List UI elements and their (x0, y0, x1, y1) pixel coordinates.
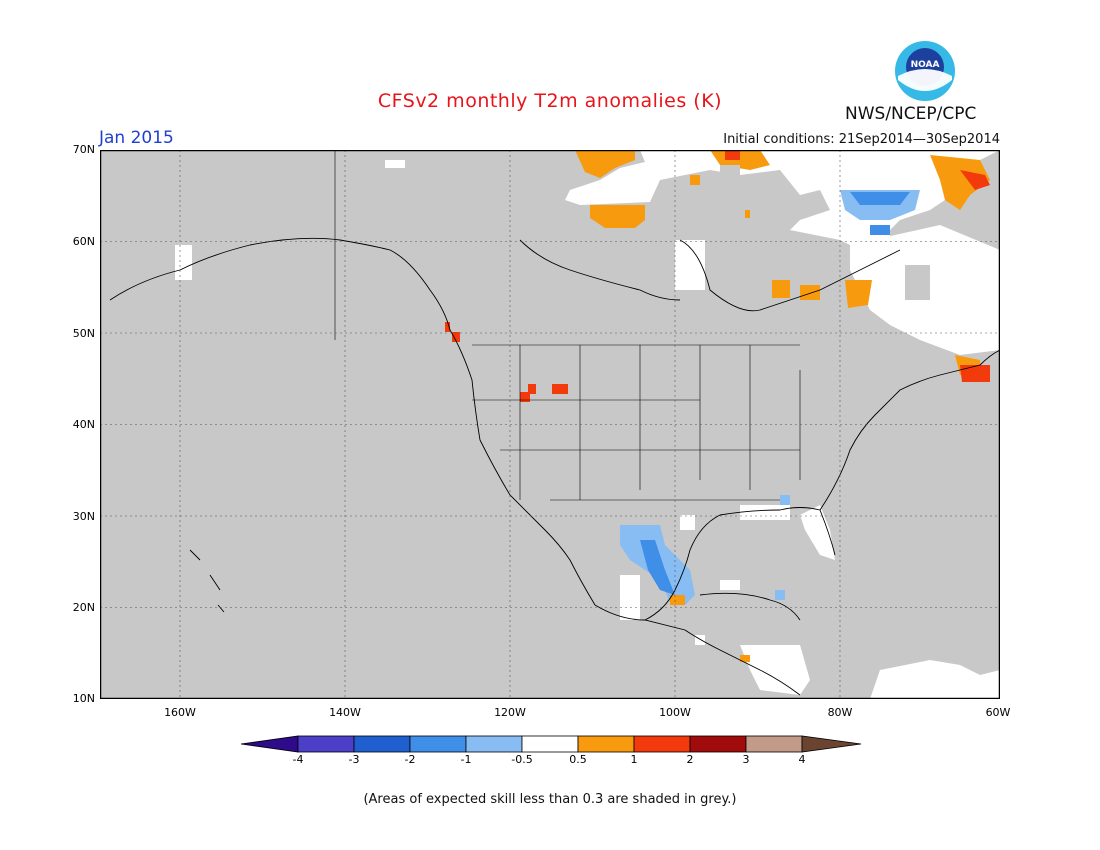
colorbar-swatch (633, 735, 691, 753)
lon-label: 60W (985, 706, 1011, 719)
colorbar-label: 2 (686, 753, 694, 766)
colorbar-swatch (465, 735, 523, 753)
anomaly-map (100, 150, 1000, 699)
lon-label: 100W (659, 706, 691, 719)
colorbar-swatch (689, 735, 747, 753)
colorbar-swatch (745, 735, 803, 753)
colorbar-swatch (521, 735, 579, 753)
colorbar-swatch (240, 735, 299, 753)
colorbar-swatch (801, 735, 862, 753)
noaa-logo: NOAA (895, 41, 955, 101)
colorbar-label: -1 (460, 753, 472, 766)
colorbar-label: -2 (404, 753, 416, 766)
colorbar-swatch (409, 735, 467, 753)
lat-label: 40N (72, 418, 95, 431)
cold-anomaly-medium (640, 192, 910, 595)
lon-label: 160W (164, 706, 196, 719)
colorbar-swatch (577, 735, 635, 753)
lat-label: 30N (72, 510, 95, 523)
skill-footnote: (Areas of expected skill less than 0.3 a… (363, 792, 737, 807)
colorbar-label: -4 (292, 753, 304, 766)
forecast-month: Jan 2015 (99, 128, 174, 148)
state-borders (334, 150, 801, 501)
agency-label: NWS/NCEP/CPC (845, 104, 977, 124)
page-title: CFSv2 monthly T2m anomalies (K) (377, 90, 723, 112)
colorbar-label: 1 (630, 753, 638, 766)
colorbar-label: 3 (742, 753, 750, 766)
colorbar-label: 4 (798, 753, 806, 766)
lat-label: 50N (72, 327, 95, 340)
graticule (100, 150, 1000, 699)
low-skill-patches (720, 165, 930, 300)
colorbar-label: -3 (348, 753, 360, 766)
lat-label: 70N (72, 143, 95, 156)
colorbar-label: -0.5 (511, 753, 533, 766)
colorbar-swatch (353, 735, 411, 753)
map-frame (100, 150, 1000, 699)
colorbar (240, 735, 862, 753)
warm-anomaly-red (445, 150, 990, 402)
colorbar-swatch (297, 735, 355, 753)
initial-conditions: Initial conditions: 21Sep2014—30Sep2014 (723, 132, 1000, 147)
logo-text: NOAA (911, 60, 940, 70)
lat-label: 60N (72, 235, 95, 248)
lon-label: 120W (494, 706, 526, 719)
lon-label: 140W (329, 706, 361, 719)
lat-label: 20N (72, 601, 95, 614)
lat-label: 10N (72, 692, 95, 705)
coastlines (109, 237, 1000, 696)
colorbar-label: 0.5 (569, 753, 587, 766)
lon-label: 80W (827, 706, 853, 719)
